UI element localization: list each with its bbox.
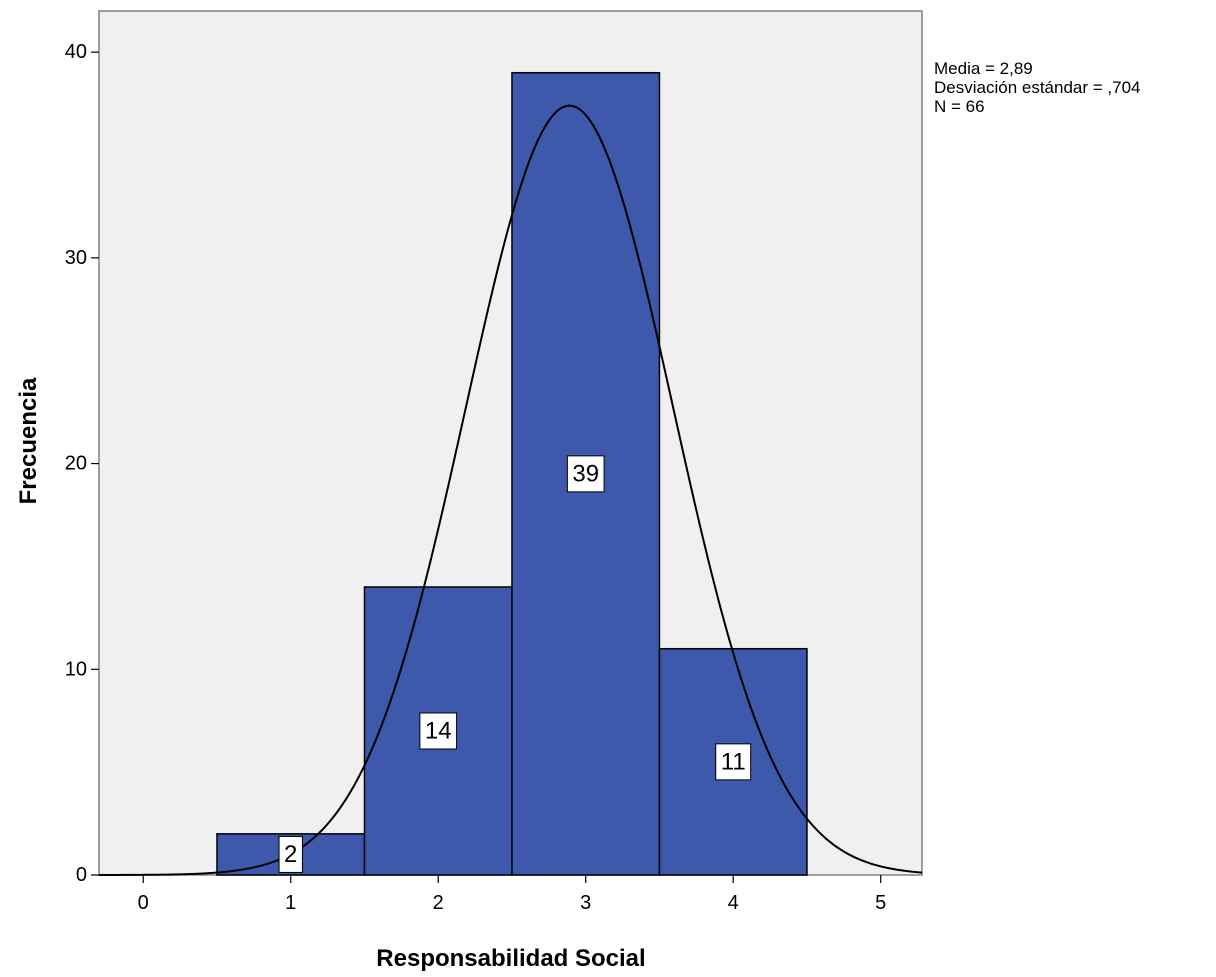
y-tick-label: 10: [65, 658, 87, 680]
stat-mean: Media = 2,89: [934, 59, 1033, 78]
x-tick-label: 0: [138, 892, 149, 914]
bar-count-text: 14: [425, 718, 452, 745]
bar-count-box: [278, 835, 303, 873]
x-tick-label: 2: [433, 892, 444, 914]
y-tick-label: 30: [65, 247, 87, 269]
bar-count-text: 2: [284, 841, 297, 868]
bar-count-label: 11: [715, 743, 752, 781]
stats-box: Media = 2,89 Desviación estándar = ,704 …: [934, 59, 1141, 116]
y-tick-label: 20: [65, 453, 87, 475]
y-tick-label: 40: [65, 41, 87, 63]
bar-count-box: [715, 743, 752, 781]
curve-layer: [99, 104, 923, 876]
bar-count-label: 14: [419, 712, 458, 750]
stat-sd: Desviación estándar = ,704: [934, 78, 1141, 97]
y-tick-label: 0: [76, 864, 87, 886]
bar-count-box: [566, 455, 605, 493]
x-tick-label: 1: [285, 892, 296, 914]
bar-count-text: 39: [572, 460, 599, 487]
x-tick-label: 4: [728, 892, 739, 914]
x-tick-label: 5: [875, 892, 886, 914]
bar-count-box: [419, 712, 458, 750]
bar-count-label: 39: [566, 455, 605, 493]
stat-n: N = 66: [934, 97, 985, 116]
x-tick-label: 3: [580, 892, 591, 914]
bar-labels-layer: 2 14 39 11: [278, 455, 752, 873]
bar-count-label: 2: [278, 835, 303, 873]
axes-layer: 0 1 2 3 4 5 0 10 20 30 40: [65, 41, 887, 914]
y-axis-title: Frecuencia: [15, 377, 42, 504]
x-axis-title: Responsabilidad Social: [376, 945, 645, 972]
normal-curve: [99, 104, 923, 876]
bar-count-text: 11: [721, 748, 746, 775]
